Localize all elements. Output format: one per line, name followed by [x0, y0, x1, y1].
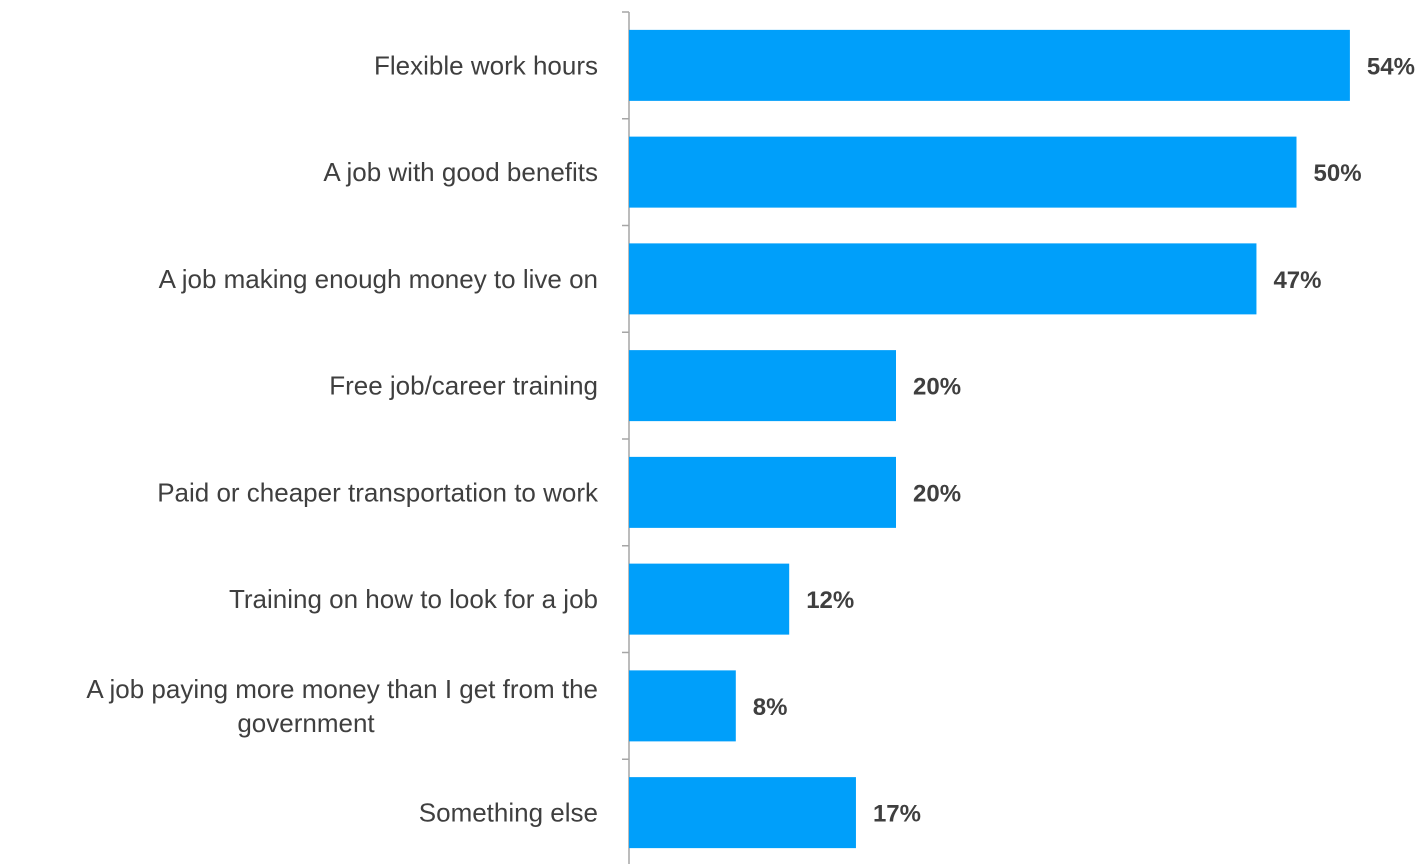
- category-label-line: Flexible work hours: [374, 50, 598, 80]
- bar: [629, 563, 790, 635]
- category-label-line: A job with good benefits: [323, 157, 598, 187]
- category-label-line: A job paying more money than I get from …: [86, 674, 598, 704]
- data-label: 54%: [1367, 53, 1415, 80]
- category-label-line: Training on how to look for a job: [229, 584, 598, 614]
- category-label: A job making enough money to live on: [159, 264, 598, 294]
- data-label: 17%: [873, 801, 921, 828]
- category-label: A job paying more money than I get from …: [86, 674, 598, 738]
- category-label: Free job/career training: [329, 371, 598, 401]
- bar: [629, 136, 1297, 208]
- bars: [629, 29, 1350, 849]
- category-label: A job with good benefits: [323, 157, 598, 187]
- bar: [629, 350, 896, 422]
- data-label: 47%: [1273, 267, 1321, 294]
- category-label-line: Paid or cheaper transportation to work: [157, 477, 599, 507]
- bar: [629, 29, 1350, 101]
- data-label: 20%: [913, 480, 961, 507]
- bar: [629, 243, 1257, 315]
- category-axis: [622, 11, 630, 864]
- category-label-line: Free job/career training: [329, 371, 598, 401]
- category-label-line: A job making enough money to live on: [159, 264, 598, 294]
- data-label: 20%: [913, 374, 961, 401]
- category-label-line: government: [237, 708, 375, 738]
- data-label: 50%: [1314, 160, 1362, 187]
- bar: [629, 777, 856, 849]
- bar: [629, 670, 736, 742]
- data-label: 8%: [753, 694, 788, 721]
- category-label: Flexible work hours: [374, 50, 598, 80]
- labels: 54% Flexible work hours 50% A job with good…: [86, 50, 1415, 827]
- category-label: Something else: [419, 798, 598, 828]
- category-label: Paid or cheaper transportation to work: [157, 477, 599, 507]
- category-label-line: Something else: [419, 798, 598, 828]
- data-label: 12%: [806, 587, 854, 614]
- category-label: Training on how to look for a job: [229, 584, 598, 614]
- bar: [629, 456, 896, 528]
